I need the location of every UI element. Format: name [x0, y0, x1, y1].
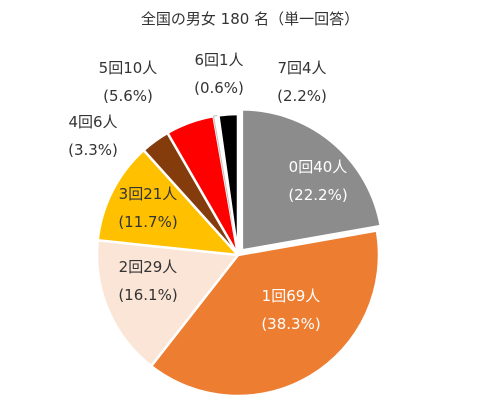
slice-labels: 0回40人 (22.2%) 1回69人 (38.3%) 2回29人 (16.1%) 3回21… — [68, 51, 348, 333]
slice-percent-2回: (16.1%) — [118, 286, 177, 304]
slice-percent-1回: (38.3%) — [261, 315, 320, 333]
slice-label-0回: 0回40人 — [289, 158, 348, 176]
slice-label-4回: 4回6人 — [68, 113, 117, 131]
slice-percent-7回: (2.2%) — [277, 87, 327, 105]
slice-label-7回: 7回4人 — [277, 59, 326, 77]
slice-label-3回: 3回21人 — [119, 185, 178, 203]
pie-slice-3回 — [96, 148, 240, 257]
slice-percent-5回: (5.6%) — [103, 87, 153, 105]
slice-percent-4回: (3.3%) — [68, 141, 118, 159]
pie-slice-0回 — [240, 108, 382, 252]
slice-label-1回: 1回69人 — [262, 287, 321, 305]
slice-label-5回: 5回10人 — [99, 59, 158, 77]
slice-percent-3回: (11.7%) — [118, 213, 177, 231]
pie-slice-7回 — [217, 112, 240, 257]
slice-percent-0回: (22.2%) — [288, 186, 347, 204]
pie-slice-1回 — [149, 229, 381, 398]
chart-title: 全国の男女 180 名（単一回答） — [141, 10, 359, 28]
pie-slices — [95, 108, 382, 398]
slice-label-2回: 2回29人 — [119, 258, 178, 276]
pie-slice-2回 — [95, 239, 240, 368]
slice-label-6回: 6回1人 — [194, 51, 243, 69]
slice-percent-6回: (0.6%) — [194, 79, 244, 97]
